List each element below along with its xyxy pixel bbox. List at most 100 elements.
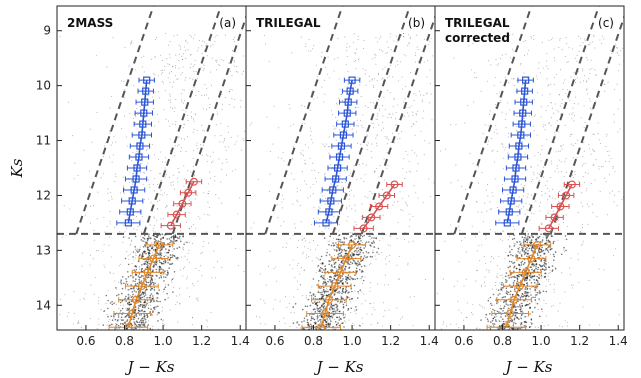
- dense-star-point: [330, 281, 332, 283]
- star-point: [164, 324, 165, 325]
- star-point: [377, 41, 378, 42]
- star-point: [163, 291, 164, 292]
- dense-star-point: [545, 276, 547, 278]
- dense-star-point: [127, 309, 129, 311]
- star-point: [333, 216, 334, 217]
- star-point: [294, 277, 295, 278]
- star-point: [170, 57, 171, 58]
- star-point: [337, 120, 338, 121]
- star-point: [180, 239, 181, 240]
- star-point: [176, 205, 177, 206]
- star-point: [237, 213, 238, 214]
- star-point: [337, 57, 338, 58]
- star-point: [205, 45, 206, 46]
- dense-star-point: [349, 299, 351, 301]
- dense-star-point: [120, 310, 122, 312]
- dense-star-point: [324, 290, 326, 292]
- star-point: [340, 175, 341, 176]
- dense-star-point: [319, 310, 321, 312]
- star-point: [458, 226, 459, 227]
- star-point: [397, 201, 398, 202]
- star-point: [550, 177, 551, 178]
- star-point: [148, 120, 149, 121]
- star-point: [158, 75, 159, 76]
- star-point: [162, 161, 163, 162]
- star-point: [577, 140, 578, 141]
- dense-star-point: [352, 234, 354, 236]
- dense-star-point: [495, 314, 497, 316]
- dense-star-point: [143, 251, 145, 253]
- star-point: [206, 232, 207, 233]
- star-point: [403, 102, 404, 103]
- star-point: [281, 158, 282, 159]
- star-point: [379, 49, 380, 50]
- dense-star-point: [127, 319, 129, 321]
- star-point: [494, 232, 495, 233]
- dense-star-point: [173, 243, 175, 245]
- star-point: [339, 129, 340, 130]
- dense-star-point: [507, 255, 509, 257]
- star-point: [514, 229, 515, 230]
- star-point: [559, 191, 560, 192]
- star-point: [397, 139, 398, 140]
- star-point: [149, 220, 150, 221]
- star-point: [203, 108, 204, 109]
- star-point: [177, 259, 178, 260]
- star-point: [351, 208, 352, 209]
- dense-star-point: [128, 276, 130, 278]
- star-point: [222, 163, 223, 164]
- star-point: [283, 198, 284, 199]
- star-point: [219, 141, 220, 142]
- star-point: [535, 200, 536, 201]
- star-point: [379, 108, 380, 109]
- dense-star-point: [358, 262, 360, 264]
- star-point: [558, 47, 559, 48]
- star-point: [413, 100, 414, 101]
- dense-star-point: [339, 311, 341, 313]
- star-point: [190, 172, 191, 173]
- star-point: [559, 160, 560, 161]
- star-point: [256, 110, 257, 111]
- dense-star-point: [341, 280, 343, 282]
- star-point: [150, 202, 151, 203]
- dense-star-point: [345, 288, 347, 290]
- star-point: [555, 103, 556, 104]
- star-point: [327, 249, 328, 250]
- star-point: [534, 155, 535, 156]
- star-point: [479, 66, 480, 67]
- star-point: [558, 151, 559, 152]
- dense-star-point: [510, 304, 512, 306]
- dense-star-point: [319, 328, 321, 330]
- star-point: [485, 235, 486, 236]
- dense-star-point: [111, 301, 113, 303]
- dense-star-point: [141, 314, 143, 316]
- star-point: [608, 82, 609, 83]
- dense-star-point: [111, 324, 113, 326]
- star-point: [573, 177, 574, 178]
- star-point: [103, 173, 104, 174]
- dense-star-point: [170, 257, 172, 259]
- star-point: [90, 223, 91, 224]
- star-point: [409, 219, 410, 220]
- star-point: [349, 297, 350, 298]
- dense-star-point: [517, 279, 519, 281]
- star-point: [402, 210, 403, 211]
- star-point: [227, 162, 228, 163]
- star-point: [344, 320, 345, 321]
- star-point: [208, 183, 209, 184]
- dense-star-point: [334, 293, 336, 295]
- star-point: [218, 159, 219, 160]
- dense-star-point: [144, 304, 146, 306]
- star-point: [592, 41, 593, 42]
- dense-star-point: [130, 275, 132, 277]
- dense-star-point: [522, 261, 524, 263]
- star-point: [506, 127, 507, 128]
- star-point: [402, 198, 403, 199]
- star-point: [385, 53, 386, 54]
- star-point: [551, 214, 552, 215]
- dense-star-point: [156, 292, 158, 294]
- star-point: [304, 246, 305, 247]
- star-point: [536, 76, 537, 77]
- star-point: [113, 136, 114, 137]
- star-point: [154, 178, 155, 179]
